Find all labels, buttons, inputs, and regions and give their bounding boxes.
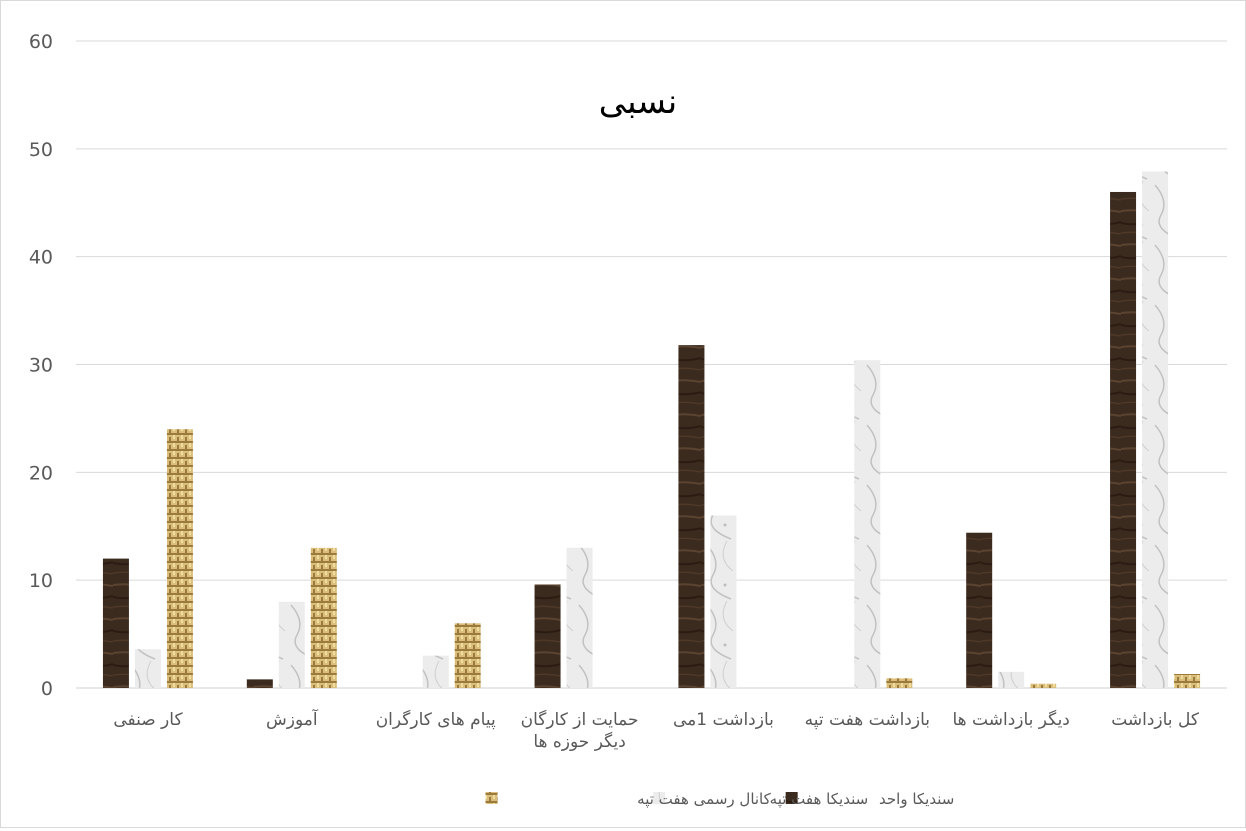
legend-label: سندیکا هفت تپه — [770, 790, 869, 809]
y-tick-label: 40 — [29, 247, 53, 269]
bar — [1174, 673, 1201, 688]
bar — [710, 515, 737, 688]
legend-swatch — [485, 792, 498, 804]
legend-swatch — [785, 792, 798, 804]
x-category-label: دیگر بازداشت ها — [953, 709, 1070, 730]
x-category-label: بازداشت هفت تپه — [805, 710, 930, 730]
legend-label: کانال رسمی هفت تپه — [637, 790, 771, 809]
bar — [422, 655, 449, 688]
bar — [1110, 191, 1137, 688]
legend-item: سندیکا هفت تپه — [653, 790, 868, 809]
bar — [1142, 171, 1169, 688]
bar — [246, 679, 273, 688]
bar — [534, 584, 561, 688]
bar — [678, 345, 705, 688]
legend-label: سندیکا واحد — [879, 790, 954, 808]
x-category-label: کل بازداشت — [1111, 710, 1200, 730]
x-category-label: پیام های کارگران — [376, 709, 496, 730]
x-category-label: کار صنفی — [113, 710, 183, 730]
bar — [886, 678, 913, 688]
x-category-label: آموزش — [266, 708, 319, 730]
legend-item: سندیکا واحد — [785, 790, 954, 808]
x-category-label: بازداشت 1می — [673, 710, 774, 730]
y-tick-label: 10 — [29, 570, 53, 592]
y-tick-label: 20 — [29, 462, 53, 484]
bar — [998, 671, 1025, 688]
x-category-label: حمایت از کارگان — [521, 709, 639, 730]
y-tick-label: 30 — [29, 355, 53, 377]
bar — [310, 547, 337, 688]
y-axis-tick-labels: 0 10 20 30 40 50 60 — [29, 31, 53, 700]
bar — [854, 360, 881, 688]
legend-item: کانال رسمی هفت تپه — [485, 790, 772, 809]
bar — [454, 623, 481, 688]
x-axis-category-labels: کار صنفی آموزش پیام های کارگران حمایت از کا… — [113, 708, 1200, 752]
bar — [966, 532, 993, 688]
x-category-label: دیگر حوزه ها — [533, 731, 625, 752]
y-tick-label: 50 — [29, 139, 53, 161]
bar — [1030, 683, 1057, 688]
y-tick-label: 60 — [29, 31, 53, 53]
bar — [102, 558, 129, 688]
bars — [102, 171, 1201, 688]
legend-swatch — [653, 792, 666, 804]
y-tick-label: 0 — [41, 678, 53, 700]
bar — [166, 429, 193, 688]
gridlines — [76, 40, 1227, 689]
chart-title: نسبی — [599, 82, 677, 122]
bar — [134, 649, 161, 688]
bar — [278, 601, 305, 688]
bar — [566, 547, 593, 688]
